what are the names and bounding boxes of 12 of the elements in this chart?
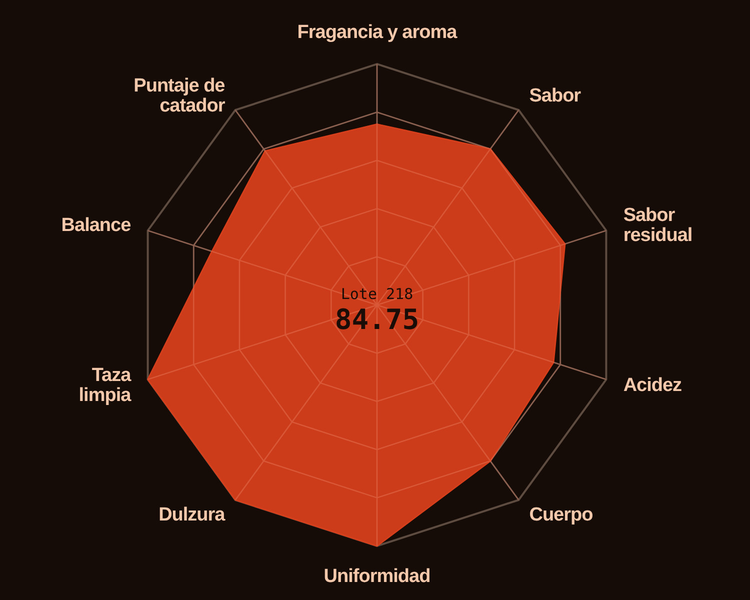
text: Lote 218 — [340, 285, 414, 303]
spoke-label: Acidez — [623, 375, 682, 396]
spoke-label: Dulzura — [158, 504, 226, 526]
spoke-label: Sabor residual — [623, 204, 692, 246]
text: 84.75 — [334, 303, 420, 336]
spoke-label: Puntaje de catador — [134, 75, 226, 116]
spoke-label: Fragancia y aroma — [297, 22, 458, 43]
spoke-label: Taza limpia — [78, 365, 132, 406]
spoke-label: Sabor — [529, 85, 582, 106]
spoke-label: Uniformidad — [324, 566, 430, 587]
spoke-label: Balance — [61, 214, 131, 236]
spoke-label: Cuerpo — [529, 504, 593, 526]
